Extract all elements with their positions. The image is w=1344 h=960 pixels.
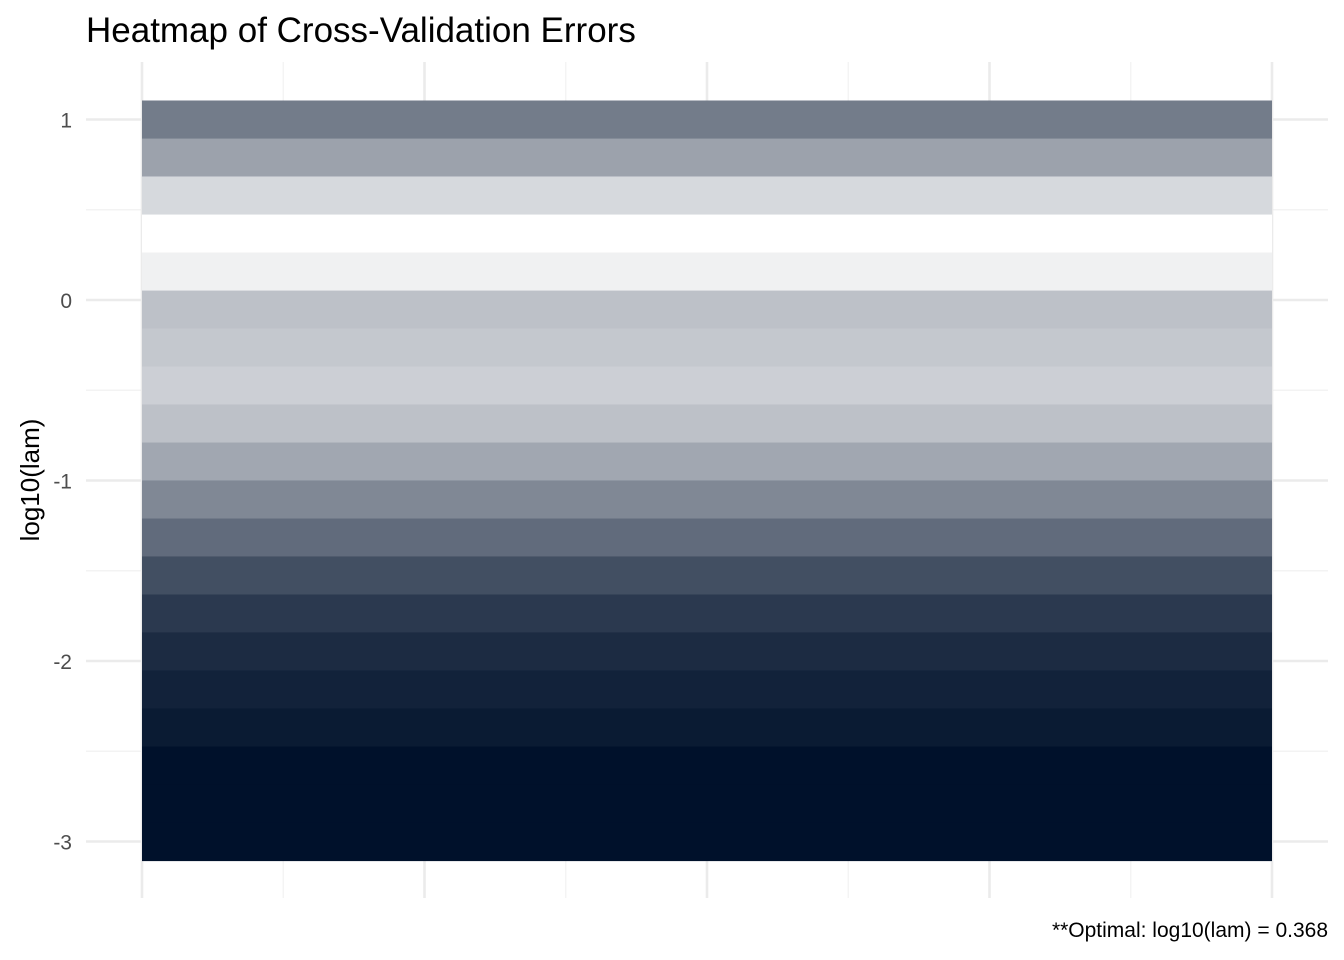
y-tick-label: 1 [60,110,72,133]
heatmap-tile [142,670,1272,710]
heatmap-tile [142,252,1272,292]
heatmap-tile [142,138,1272,178]
heatmap-tile [142,708,1272,748]
heatmap-tile [142,100,1272,140]
heatmap-tile [142,442,1272,482]
chart-caption: **Optimal: log10(lam) = 0.368 [1052,919,1328,942]
chart-title: Heatmap of Cross-Validation Errors [86,11,636,50]
heatmap-tile [142,746,1272,786]
y-tick-label: -3 [53,832,72,855]
heatmap-tile [142,822,1272,862]
heatmap-tile [142,214,1272,254]
heatmap-tile [142,784,1272,824]
heatmap-tile [142,518,1272,558]
y-tick-label: -2 [53,651,72,674]
heatmap-tile [142,290,1272,330]
heatmap-tile [142,176,1272,216]
heatmap-tiles [142,100,1272,862]
heatmap-tile [142,480,1272,520]
heatmap-tile [142,632,1272,672]
y-axis-label: log10(lam) [15,419,45,542]
heatmap-tile [142,328,1272,368]
y-tick-label: -1 [53,471,72,494]
heatmap-tile [142,594,1272,634]
y-tick-label: 0 [60,290,72,313]
heatmap-tile [142,404,1272,444]
heatmap-tile [142,556,1272,596]
heatmap-tile [142,366,1272,406]
y-axis-ticks: 1 0 -1 -2 -3 [53,110,72,855]
